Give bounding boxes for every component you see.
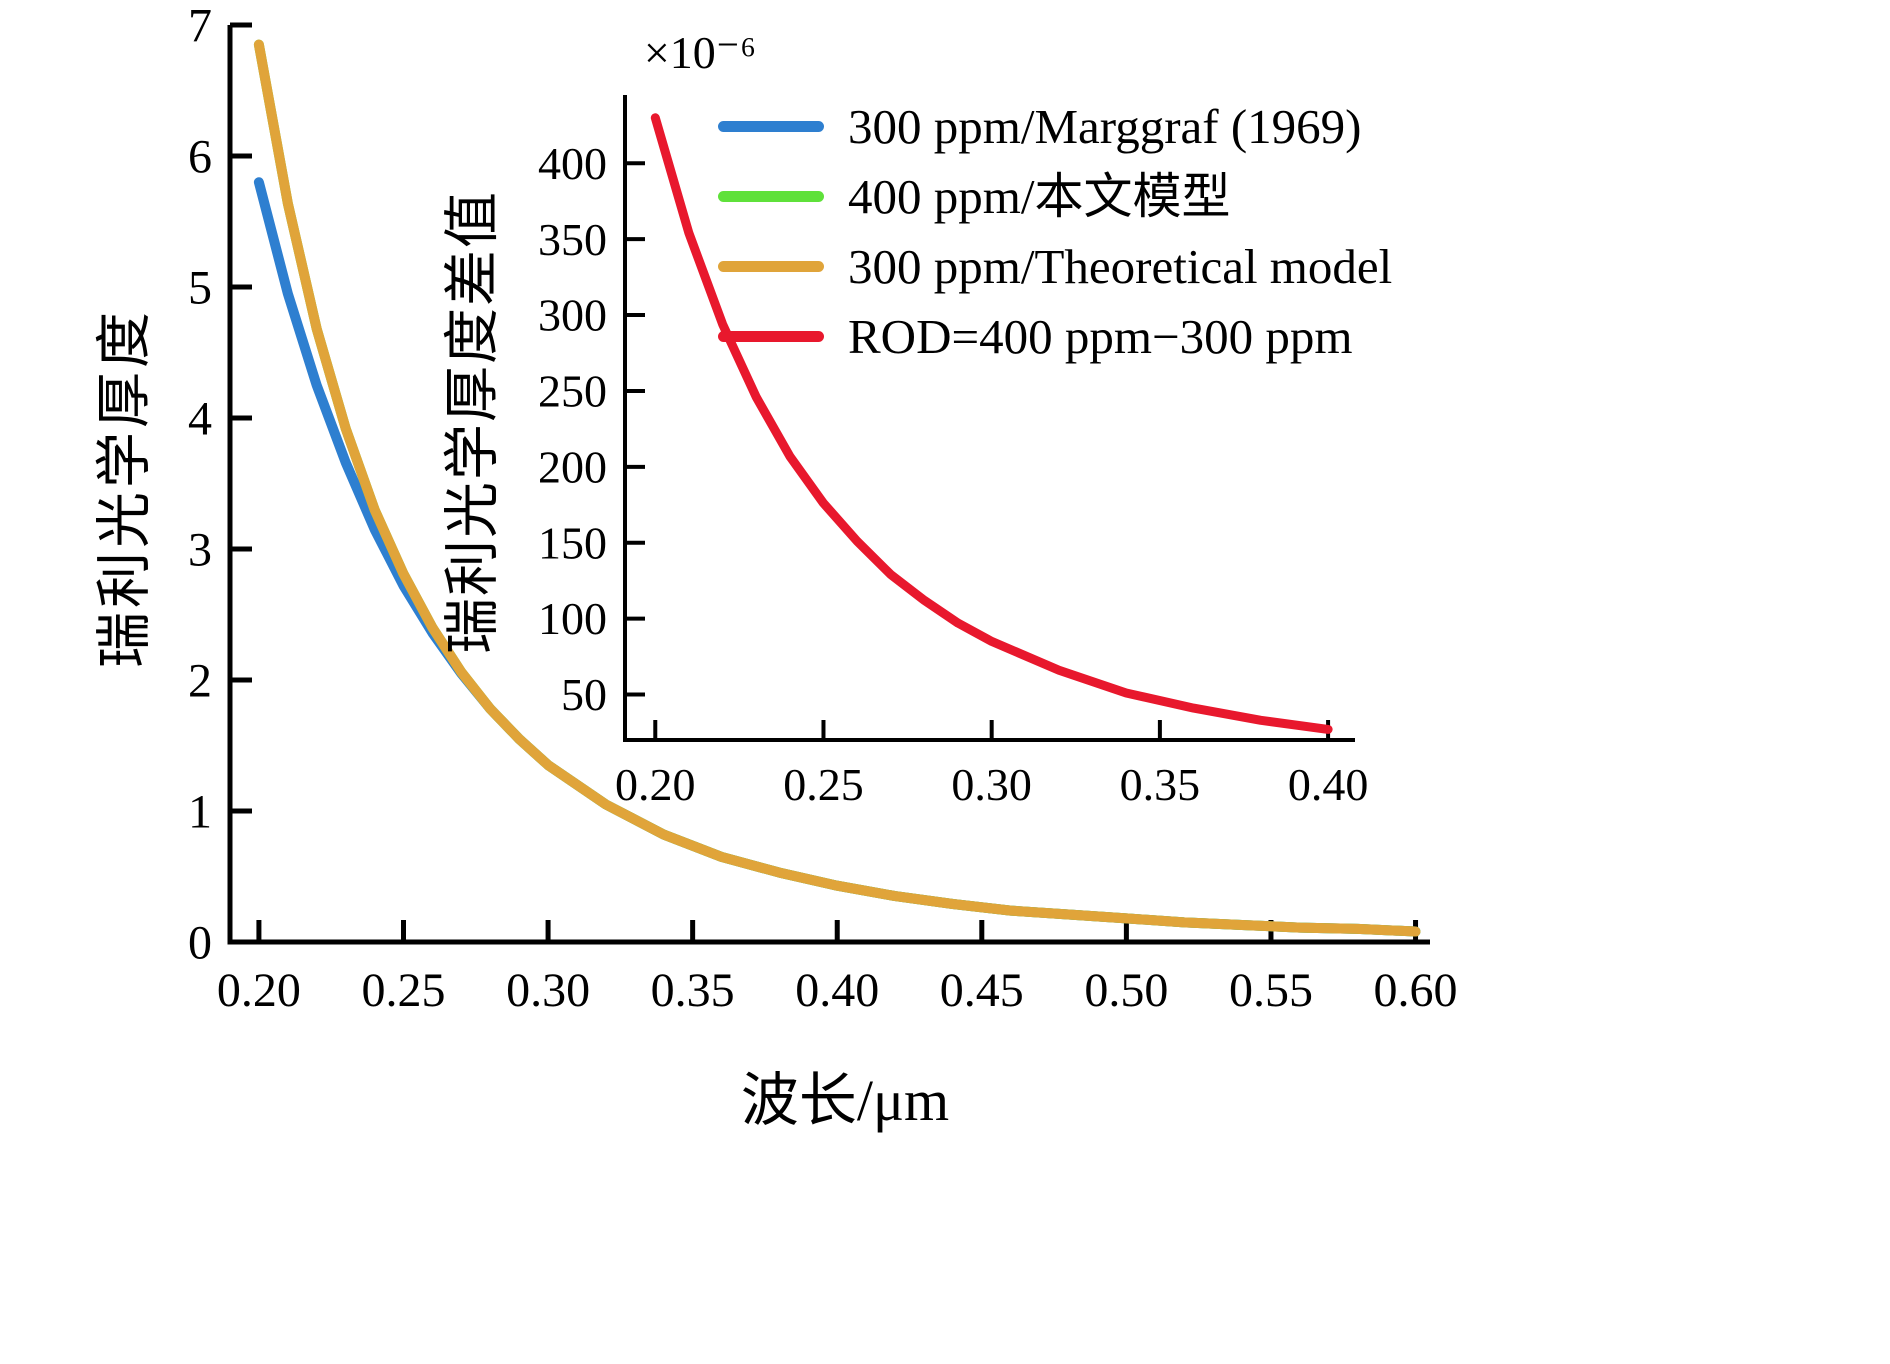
- main-chart-x-tick-label: 0.40: [795, 964, 879, 1017]
- inset-chart-y-tick-label: 50: [561, 669, 607, 720]
- main-y-axis-title: 瑞利光学厚度: [94, 308, 157, 668]
- inset-chart-y-tick-label: 400: [538, 138, 607, 189]
- main-chart-y-tick-label: 1: [188, 785, 212, 838]
- inset-y-axis-title: 瑞利光学厚度差值: [442, 190, 505, 654]
- inset-chart: 0.20 0.25 0.30 0.35 0.40 50 100 150 200 250 300 350…: [538, 95, 1368, 810]
- legend-item-theoretical-300ppm: 300 ppm/Theoretical model: [718, 238, 1392, 295]
- legend-item-model-400ppm: 400 ppm/本文模型: [718, 168, 1392, 225]
- legend-label: 300 ppm/Theoretical model: [848, 239, 1393, 294]
- main-chart-x-tick-label: 0.55: [1229, 964, 1313, 1017]
- main-chart-y-tick-label: 5: [188, 261, 212, 314]
- inset-chart-y-tick-label: 250: [538, 366, 607, 417]
- legend-item-marggraf-300ppm: 300 ppm/Marggraf (1969): [718, 98, 1392, 155]
- inset-chart-x-tick-label: 0.35: [1120, 759, 1201, 810]
- main-chart-x-tick-label: 0.60: [1374, 964, 1458, 1017]
- legend-swatch-green-line-icon: [718, 191, 824, 202]
- main-chart-x-tick-label: 0.20: [217, 964, 301, 1017]
- main-chart-y-tick-label: 3: [188, 523, 212, 576]
- main-x-axis-title: 波长/μm: [740, 1068, 950, 1133]
- main-chart-y-tick-label: 7: [188, 0, 212, 52]
- main-chart-y-tick-label: 2: [188, 654, 212, 707]
- inset-chart-y-tick-label: 150: [538, 517, 607, 568]
- main-chart-x-tick-label: 0.30: [506, 964, 590, 1017]
- inset-chart-y-tick-label: 200: [538, 441, 607, 492]
- main-chart-y-tick-label: 6: [188, 130, 212, 183]
- legend-item-rod-difference: ROD=400 ppm−300 ppm: [718, 308, 1392, 365]
- legend-swatch-orange-line-icon: [718, 261, 824, 272]
- rod-difference-line: [650, 113, 1333, 734]
- legend: 300 ppm/Marggraf (1969) 400 ppm/本文模型 300 p…: [718, 98, 1392, 365]
- inset-chart-y-tick-label: 100: [538, 593, 607, 644]
- theoretical-300ppm-line: [253, 39, 1421, 937]
- main-chart-x-tick-label: 0.25: [361, 964, 445, 1017]
- main-chart-x-tick-label: 0.35: [651, 964, 735, 1017]
- inset-axis-multiplier-label: ×10⁻⁶: [643, 27, 757, 78]
- legend-label: ROD=400 ppm−300 ppm: [848, 309, 1353, 364]
- inset-chart-axes: [623, 95, 1355, 742]
- legend-swatch-blue-line-icon: [718, 121, 824, 132]
- legend-label: 400 ppm/本文模型: [848, 169, 1231, 224]
- main-chart-y-tick-label: 4: [188, 392, 212, 445]
- inset-chart-x-tick-label: 0.20: [615, 759, 696, 810]
- main-chart-x-tick-label: 0.45: [940, 964, 1024, 1017]
- main-chart: 0.20 0.25 0.30 0.35 0.40 0.45 0.50 0.55 0.60 0 1 2 3…: [188, 0, 1458, 1017]
- inset-chart-y-tick-label: 300: [538, 290, 607, 341]
- inset-chart-x-tick-label: 0.25: [783, 759, 864, 810]
- main-chart-y-tick-label: 0: [188, 916, 212, 969]
- legend-label: 300 ppm/Marggraf (1969): [848, 99, 1362, 154]
- inset-chart-x-tick-label: 0.30: [951, 759, 1032, 810]
- inset-chart-y-tick-label: 350: [538, 214, 607, 265]
- inset-chart-x-tick-label: 0.40: [1288, 759, 1369, 810]
- main-chart-x-tick-label: 0.50: [1084, 964, 1168, 1017]
- legend-swatch-red-line-icon: [718, 331, 824, 342]
